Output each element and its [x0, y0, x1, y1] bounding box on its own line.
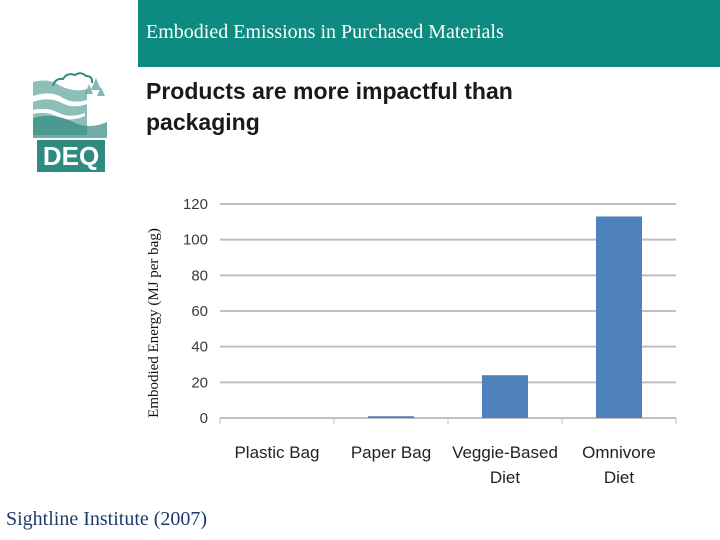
bar — [368, 416, 414, 418]
bar-chart: 0 20 40 60 80 100 120 Plastic Bag Paper Bag Veggi… — [146, 196, 677, 487]
deq-logo: DEQ — [33, 72, 107, 172]
y-tick-label: 20 — [191, 374, 208, 391]
cloud-icon — [52, 72, 94, 87]
logo-text: DEQ — [43, 141, 99, 171]
y-tick-label: 80 — [191, 267, 208, 284]
landscape-icon — [33, 78, 107, 138]
x-tick-label: Omnivore — [582, 443, 656, 462]
source-citation: Sightline Institute (2007) — [6, 508, 208, 530]
x-tick-label: Diet — [490, 468, 521, 487]
y-tick-label: 100 — [183, 232, 208, 249]
logo-badge — [37, 140, 105, 172]
y-tick-label: 60 — [191, 303, 208, 320]
header-bar: Embodied Emissions in Purchased Material… — [138, 0, 720, 67]
header-title: Embodied Emissions in Purchased Material… — [146, 21, 504, 43]
x-tick-label: Paper Bag — [351, 443, 431, 462]
y-tick-label: 40 — [191, 339, 208, 356]
x-tick-label: Plastic Bag — [234, 443, 319, 462]
x-tick-label: Veggie-Based — [452, 443, 558, 462]
bar — [596, 216, 642, 418]
slide-subtitle: Products are more impactful than packagi… — [146, 78, 513, 135]
x-tick-label: Diet — [604, 468, 635, 487]
bar — [482, 375, 528, 418]
y-tick-label: 120 — [183, 196, 208, 213]
y-axis-label: Embodied Energy (MJ per bag) — [146, 228, 162, 418]
y-tick-label: 0 — [200, 410, 208, 427]
